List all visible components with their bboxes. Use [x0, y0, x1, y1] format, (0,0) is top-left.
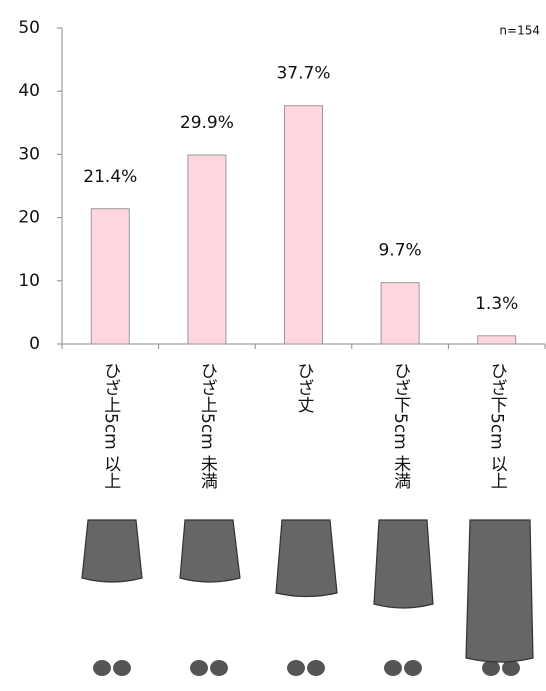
- bar: [477, 335, 517, 345]
- bar: [90, 208, 130, 345]
- value-label: 37.7%: [276, 64, 330, 84]
- bar: [284, 105, 323, 345]
- x-tick-label: ひざ丈: [294, 362, 314, 413]
- x-tick-label: ひざ下5cm 未満: [390, 362, 411, 490]
- y-tick-label: 0: [29, 334, 40, 354]
- bar: [187, 154, 227, 345]
- bar: [380, 282, 420, 345]
- illustrations: [81, 519, 534, 676]
- y-tick-label: 20: [18, 208, 40, 228]
- value-label: 21.4%: [83, 167, 137, 187]
- y-tick-label: 30: [18, 144, 40, 164]
- x-tick-label: ひざ下5cm 以上: [487, 362, 508, 489]
- value-label: 1.3%: [475, 294, 518, 314]
- value-label: 9.7%: [378, 241, 421, 261]
- value-label: 29.9%: [180, 113, 234, 133]
- sample-size-note: n=154: [499, 24, 540, 38]
- y-tick-label: 10: [18, 271, 40, 291]
- y-tick-label: 40: [18, 81, 40, 101]
- x-tick-label: ひざ上5cm 以上: [100, 362, 121, 489]
- y-tick-label: 50: [18, 18, 40, 38]
- x-tick-label: ひざ上5cm 未満: [197, 362, 218, 490]
